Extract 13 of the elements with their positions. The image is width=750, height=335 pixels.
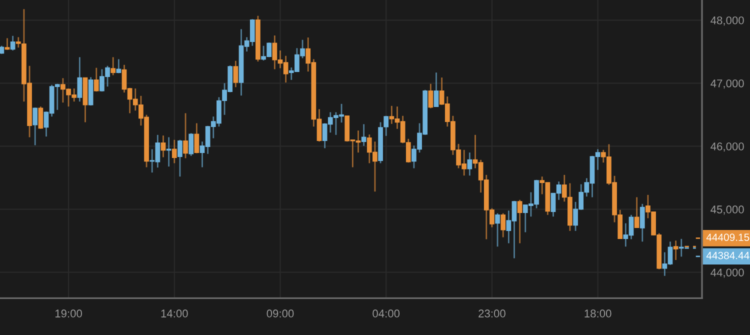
x-tick-label: 14:00 [161, 310, 188, 318]
ref-line-label: 44409.15 [706, 234, 750, 241]
x-tick-label: 09:00 [266, 310, 294, 318]
y-tick-label: 48,000 [710, 16, 744, 26]
y-tick-label: 46,000 [710, 142, 744, 152]
x-tick-label: 23:00 [478, 310, 506, 318]
y-tick-label: 47,000 [710, 79, 744, 89]
ref-line-label: 44384.44 [706, 252, 750, 260]
y-tick-label: 45,000 [710, 206, 744, 215]
x-tick-label: 04:00 [372, 310, 400, 318]
y-tick-label: 44,000 [710, 268, 744, 278]
x-tick-label: 19:00 [55, 310, 82, 318]
x-tick-label: 18:00 [584, 310, 612, 318]
